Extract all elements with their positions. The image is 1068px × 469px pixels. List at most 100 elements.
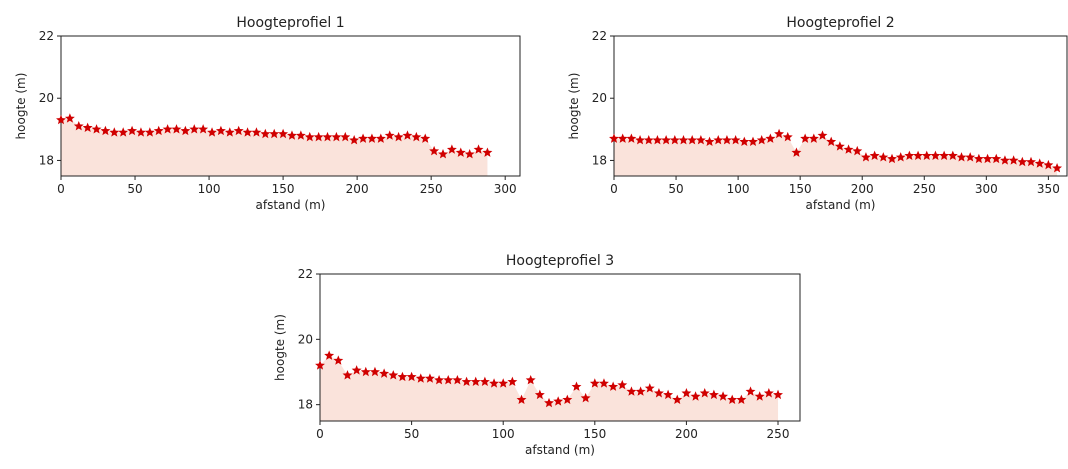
data-point-marker: [207, 127, 217, 137]
data-point-marker: [384, 130, 395, 140]
data-point-marker: [73, 121, 84, 131]
data-point-marker: [939, 150, 950, 160]
data-point-marker: [580, 392, 591, 403]
data-point-marker: [609, 133, 619, 143]
data-point-marker: [699, 388, 710, 398]
x-axis-label: afstand (m): [525, 443, 595, 457]
x-axis-label: afstand (m): [256, 198, 326, 212]
data-point-marker: [681, 388, 692, 398]
data-point-marker: [507, 376, 518, 387]
chart-title: Hoogteprofiel 1: [236, 15, 344, 31]
data-point-marker: [652, 135, 663, 145]
data-point-marker: [904, 150, 915, 160]
x-tick-label: 350: [1037, 182, 1060, 196]
area-fill: [614, 134, 1058, 176]
data-point-marker: [982, 153, 993, 164]
data-point-marker: [1034, 158, 1045, 168]
data-point-marker: [370, 366, 380, 377]
data-point-marker: [322, 131, 333, 142]
data-point-marker: [817, 130, 828, 140]
data-point-marker: [617, 379, 628, 390]
data-point-marker: [930, 150, 941, 160]
data-point-marker: [260, 128, 271, 139]
y-axis-label: hoogte (m): [273, 314, 287, 381]
y-tick-label: 18: [39, 153, 54, 167]
data-point-marker: [956, 152, 967, 162]
data-point-marker: [727, 394, 738, 404]
data-point-marker: [366, 133, 377, 143]
data-point-marker: [438, 149, 448, 159]
data-point-marker: [869, 150, 880, 160]
data-point-marker: [349, 135, 360, 145]
data-point-marker: [678, 135, 689, 145]
chart-panel-2: 0 50 100 150 200 250 300 350 18 20 22 Hoogteprofiel…: [567, 15, 1068, 212]
data-point-marker: [534, 389, 545, 400]
x-tick-label: 250: [913, 182, 936, 196]
x-tick-label: 250: [420, 182, 443, 196]
data-point-marker: [687, 135, 698, 145]
data-point-marker: [198, 124, 209, 134]
data-point-marker: [763, 388, 774, 398]
y-tick-label: 22: [592, 29, 607, 43]
x-tick-label: 50: [668, 182, 683, 196]
data-point-marker: [446, 144, 457, 154]
x-tick-label: 100: [727, 182, 750, 196]
data-point-marker: [599, 378, 609, 388]
chart-title: Hoogteprofiel 2: [786, 15, 894, 31]
data-point-marker: [333, 355, 344, 365]
data-point-marker: [82, 122, 93, 132]
data-point-marker: [91, 124, 102, 134]
data-point-marker: [424, 373, 435, 383]
y-tick-label: 18: [592, 153, 607, 167]
data-point-marker: [144, 127, 155, 137]
data-point-marker: [171, 124, 182, 134]
chart-panel-3: 0 50 100 150 200 250 18 20 22 Hoogteprofiel 3 afst…: [273, 253, 801, 457]
data-point-marker: [718, 391, 728, 401]
data-point-marker: [269, 128, 280, 139]
data-point-marker: [162, 124, 173, 134]
data-point-marker: [295, 130, 306, 140]
data-point-marker: [708, 389, 719, 400]
data-point-marker: [672, 394, 683, 404]
data-point-marker: [782, 131, 793, 142]
axes-frame: [319, 273, 801, 422]
axes-frame: [613, 35, 1068, 177]
data-point-marker: [791, 147, 802, 157]
y-tick-label: 18: [298, 398, 313, 412]
data-point-marker: [852, 145, 863, 156]
x-tick-label: 0: [57, 182, 65, 196]
data-point-marker: [516, 394, 527, 404]
x-tick-label: 50: [404, 427, 419, 441]
chart-title: Hoogteprofiel 3: [506, 253, 614, 269]
data-point-marker: [808, 133, 819, 143]
data-point-marker: [224, 127, 235, 137]
data-point-marker: [452, 374, 463, 385]
data-point-marker: [947, 150, 958, 160]
data-point-marker: [635, 386, 646, 396]
x-axis-label: afstand (m): [806, 198, 876, 212]
x-tick-label: 300: [494, 182, 517, 196]
data-point-marker: [331, 131, 342, 142]
data-point-marker: [153, 125, 164, 136]
x-tick-label: 150: [583, 427, 606, 441]
data-point-marker: [127, 125, 138, 136]
data-point-marker: [826, 136, 837, 146]
data-point-marker: [393, 131, 404, 142]
data-point-marker: [661, 135, 672, 145]
x-tick-label: 200: [346, 182, 369, 196]
data-point-marker: [342, 370, 353, 380]
data-point-marker: [1052, 163, 1063, 173]
area-fill: [61, 118, 488, 176]
data-point-marker: [626, 386, 637, 396]
data-point-marker: [553, 396, 564, 406]
x-tick-label: 100: [198, 182, 221, 196]
x-tick-label: 150: [789, 182, 812, 196]
data-point-marker: [748, 136, 758, 146]
data-point-marker: [690, 391, 701, 401]
data-point-marker: [774, 128, 785, 139]
x-tick-label: 150: [272, 182, 295, 196]
data-point-marker: [669, 135, 680, 145]
data-point-marker: [482, 147, 493, 157]
data-point-marker: [415, 373, 426, 383]
data-point-marker: [544, 397, 554, 408]
